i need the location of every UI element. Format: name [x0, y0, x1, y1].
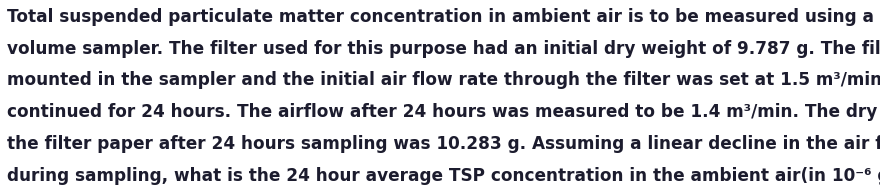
- Text: mounted in the sampler and the initial air flow rate through the filter was set : mounted in the sampler and the initial a…: [7, 71, 880, 89]
- Text: the filter paper after 24 hours sampling was 10.283 g. Assuming a linear decline: the filter paper after 24 hours sampling…: [7, 135, 880, 153]
- Text: during sampling, what is the 24 hour average TSP concentration in the ambient ai: during sampling, what is the 24 hour ave…: [7, 167, 880, 185]
- Text: continued for 24 hours. The airflow after 24 hours was measured to be 1.4 m³/min: continued for 24 hours. The airflow afte…: [7, 103, 880, 121]
- Text: Total suspended particulate matter concentration in ambient air is to be measure: Total suspended particulate matter conce…: [7, 8, 880, 26]
- Text: volume sampler. The filter used for this purpose had an initial dry weight of 9.: volume sampler. The filter used for this…: [7, 40, 880, 58]
